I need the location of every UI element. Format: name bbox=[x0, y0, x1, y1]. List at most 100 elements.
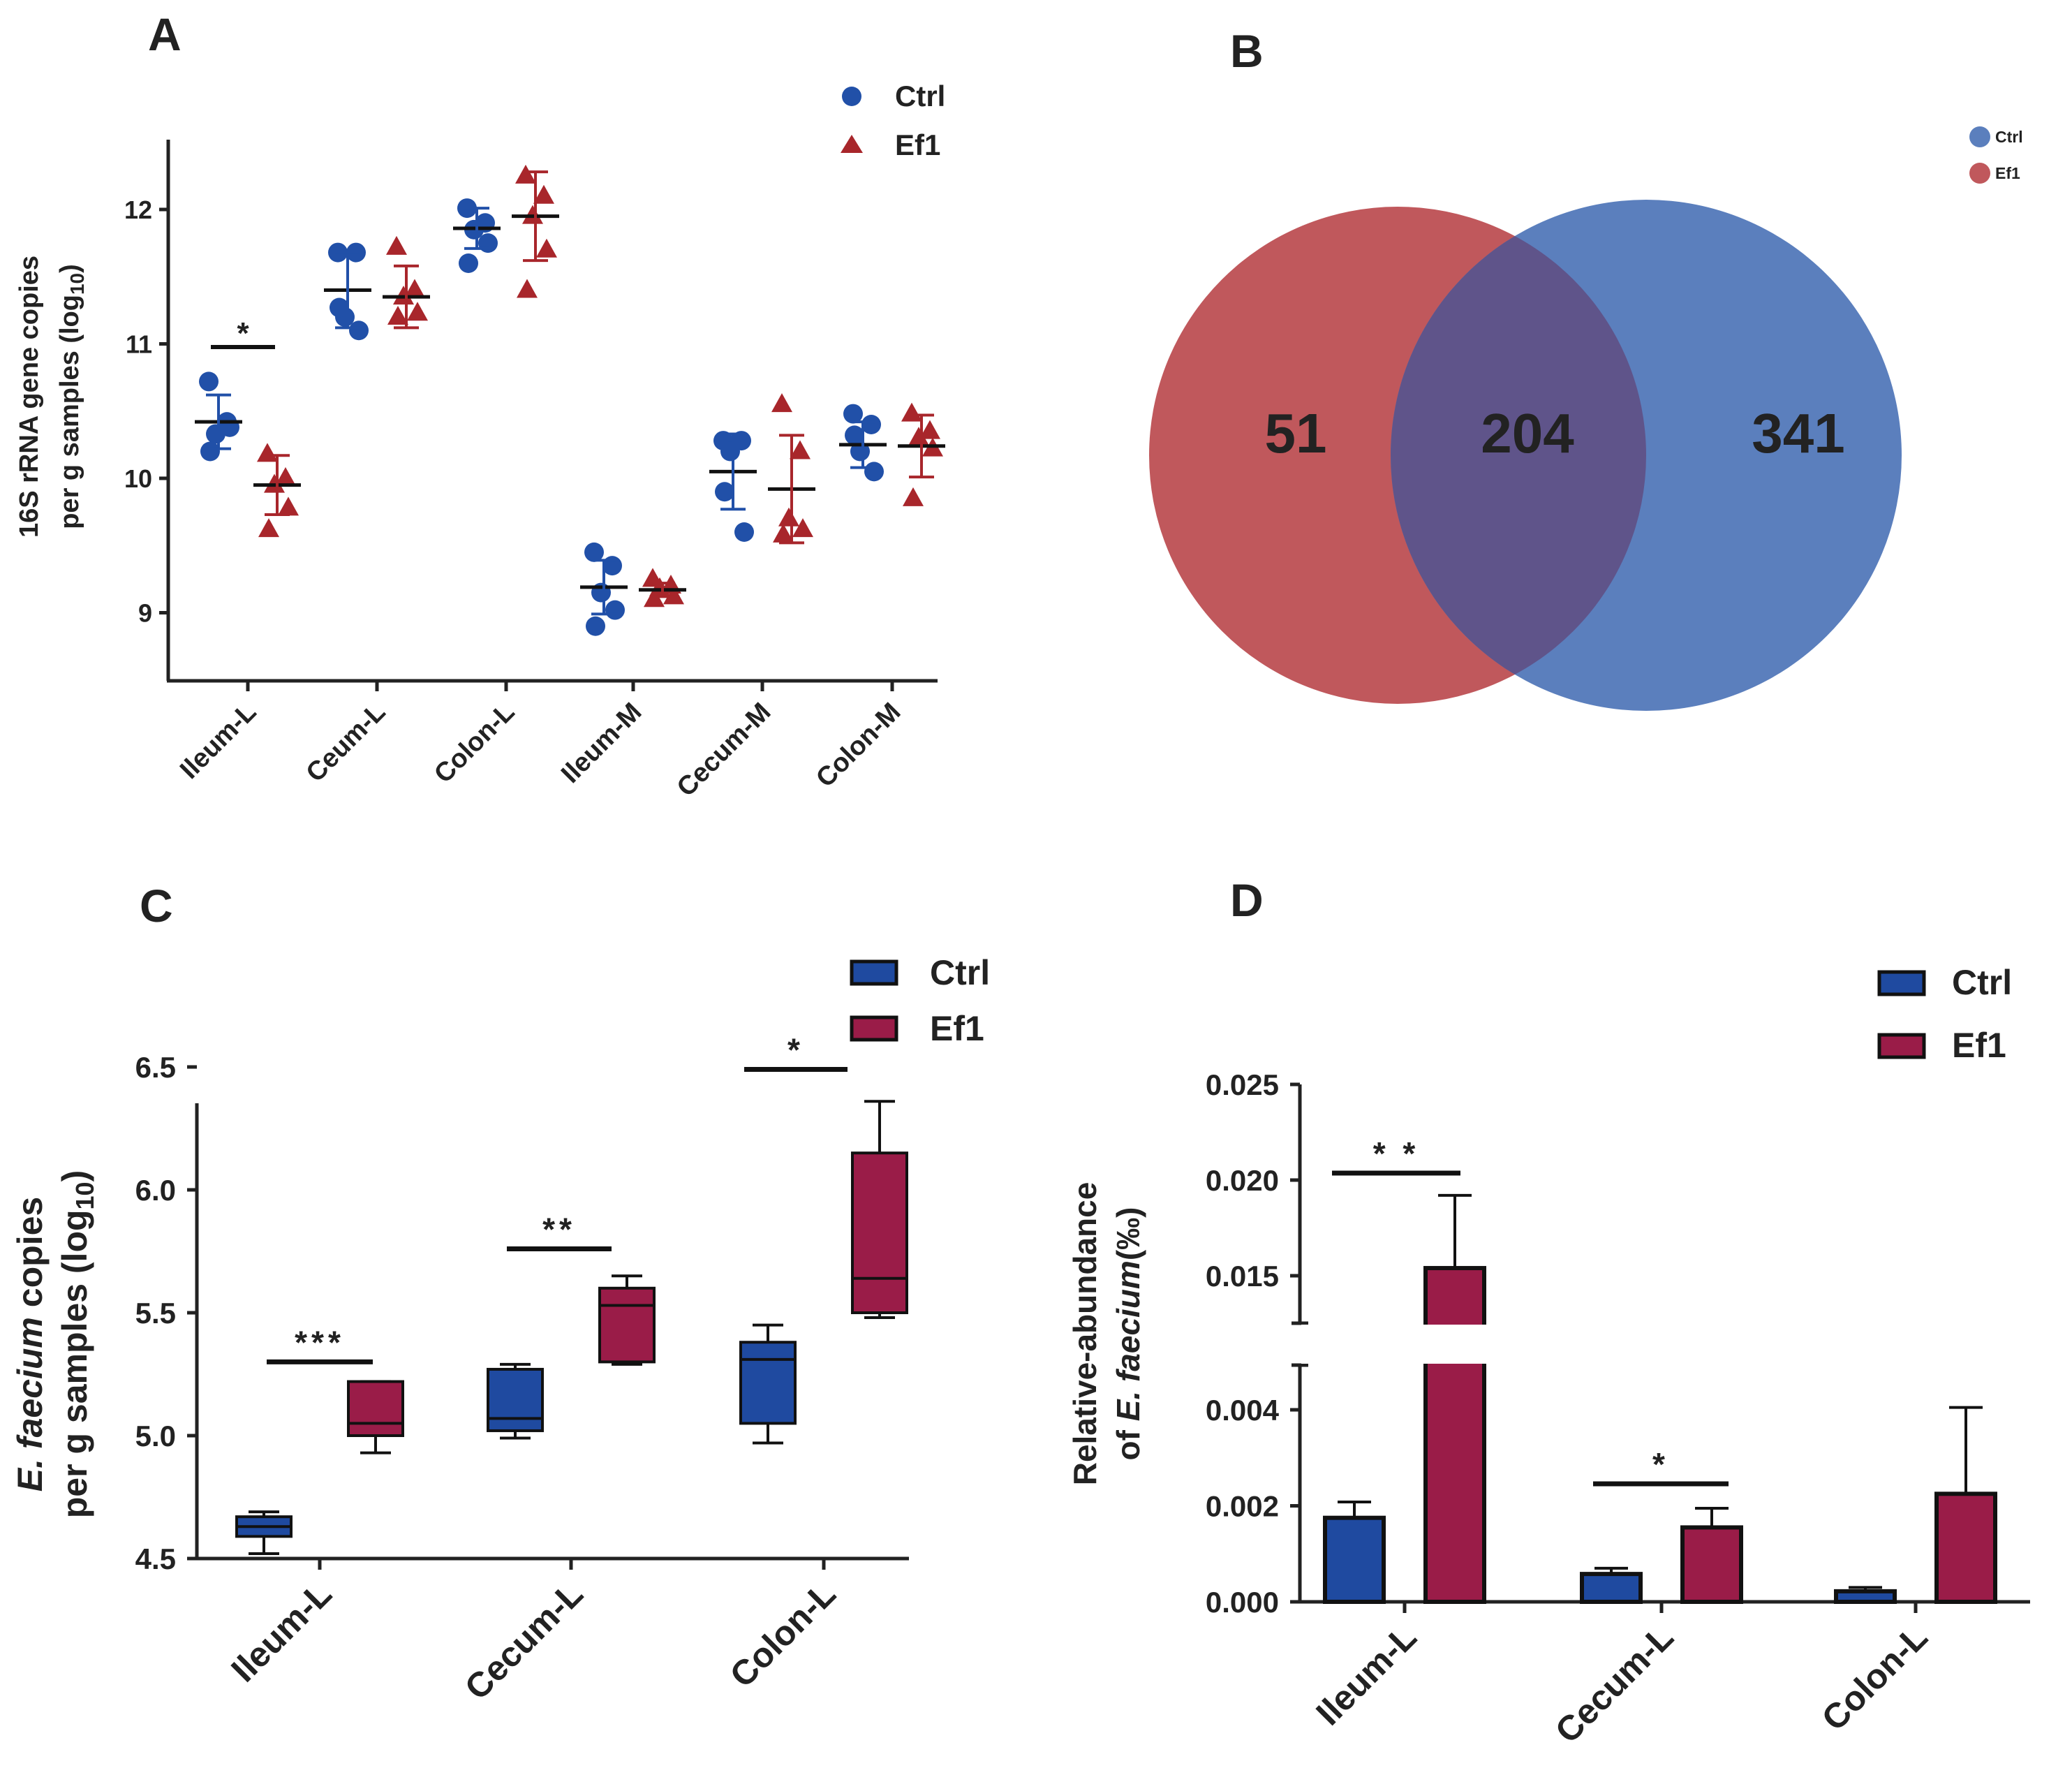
box-ef1 bbox=[347, 1380, 404, 1438]
data-point-ctrl bbox=[349, 321, 369, 341]
data-point-ef1 bbox=[533, 184, 554, 204]
y-tick-label: 0.000 bbox=[1206, 1586, 1279, 1619]
legend-ctrl-label: Ctrl bbox=[930, 953, 990, 992]
data-point-ctrl bbox=[861, 415, 881, 434]
bar-ctrl bbox=[1834, 1589, 1897, 1604]
legend-ctrl-label: Ctrl bbox=[895, 80, 945, 112]
panel-a-legend: Ctrl Ef1 bbox=[841, 80, 945, 161]
data-point-ef1 bbox=[515, 164, 536, 184]
data-point-ctrl bbox=[734, 522, 754, 542]
data-point-ef1 bbox=[404, 279, 425, 298]
data-point-ef1 bbox=[536, 238, 557, 258]
data-point-ef1 bbox=[771, 393, 792, 413]
data-point-ef1 bbox=[908, 427, 929, 446]
data-point-ef1 bbox=[257, 443, 278, 462]
data-point-ctrl bbox=[330, 297, 349, 318]
y-tick-label: 0.004 bbox=[1206, 1394, 1280, 1427]
panel-c-ylabel-line2: per g samples (log10) bbox=[55, 1170, 99, 1518]
data-point-ctrl bbox=[199, 371, 219, 392]
data-point-ef1 bbox=[663, 585, 684, 605]
data-point-ctrl bbox=[602, 556, 622, 576]
data-point-ef1 bbox=[903, 487, 924, 506]
data-point-ef1 bbox=[387, 306, 408, 325]
y-tick-label: 5.5 bbox=[135, 1297, 176, 1330]
panel-d-ylabel-line2: of E. faecium(‰) bbox=[1110, 1207, 1146, 1461]
axis-break-gap bbox=[1301, 1325, 2027, 1364]
legend-ef1-swatch bbox=[1877, 1033, 1926, 1059]
panel-d-ylabel-line1: Relative-abundance bbox=[1067, 1182, 1103, 1486]
venn-ef1-only-count: 51 bbox=[1265, 402, 1327, 464]
y-tick-label: 0.025 bbox=[1206, 1068, 1279, 1101]
legend-ef1-label: Ef1 bbox=[930, 1009, 984, 1048]
legend-ctrl-dot bbox=[1969, 126, 1990, 147]
panel-b-venn: B Ctrl Ef1 51 204 341 bbox=[1149, 25, 2023, 711]
y-tick-label: 0.020 bbox=[1206, 1164, 1279, 1197]
significance-label: *** bbox=[295, 1324, 345, 1360]
data-point-ctrl bbox=[586, 616, 605, 636]
significance-label: * * bbox=[1373, 1135, 1420, 1172]
panel-c-ylabel-line1: E. faecium copies bbox=[10, 1197, 50, 1492]
legend-ef1-label: Ef1 bbox=[1952, 1026, 2006, 1065]
legend-ctrl-label: Ctrl bbox=[1995, 128, 2023, 146]
panel-b-label: B bbox=[1230, 25, 1264, 77]
bar-ef1 bbox=[1680, 1525, 1743, 1604]
y-tick-label: 9 bbox=[138, 599, 152, 628]
bar-ef1 bbox=[1423, 1266, 1486, 1605]
box-ctrl bbox=[487, 1367, 544, 1432]
panel-d-legend: Ctrl Ef1 bbox=[1877, 963, 2012, 1065]
panel-c-legend: Ctrl Ef1 bbox=[850, 953, 990, 1048]
legend-ef1-label: Ef1 bbox=[895, 128, 940, 161]
data-point-ctrl bbox=[584, 542, 604, 562]
legend-ef1-marker bbox=[841, 135, 863, 153]
data-point-ef1 bbox=[275, 467, 296, 486]
data-point-ctrl bbox=[864, 462, 884, 482]
y-tick-label: 6.0 bbox=[135, 1174, 176, 1207]
venn-overlap-region bbox=[1391, 207, 1646, 704]
legend-ctrl-swatch bbox=[1877, 970, 1926, 996]
significance-label: * bbox=[237, 316, 249, 351]
data-point-ef1 bbox=[790, 440, 811, 459]
venn-ctrl-only-count: 341 bbox=[1752, 402, 1844, 464]
significance-label: ** bbox=[542, 1211, 576, 1247]
data-point-ef1 bbox=[792, 518, 813, 538]
data-point-ef1 bbox=[773, 523, 794, 543]
legend-ef1-label: Ef1 bbox=[1995, 164, 2020, 182]
y-tick-label: 0.002 bbox=[1206, 1490, 1279, 1523]
data-point-ctrl bbox=[478, 233, 498, 253]
data-point-ctrl bbox=[845, 425, 864, 445]
y-tick-label: 4.5 bbox=[135, 1542, 176, 1575]
data-point-ef1 bbox=[901, 402, 922, 422]
data-point-ef1 bbox=[778, 507, 799, 526]
data-point-ef1 bbox=[258, 518, 279, 538]
data-point-ef1 bbox=[517, 279, 538, 298]
data-point-ef1 bbox=[386, 235, 407, 255]
panel-a-ylabel-line2: per g samples (log10) bbox=[55, 264, 88, 529]
box-ctrl bbox=[739, 1341, 797, 1425]
data-point-ef1 bbox=[407, 302, 428, 321]
y-tick-label: 10 bbox=[124, 464, 152, 493]
box-ef1 bbox=[851, 1151, 908, 1314]
y-tick-label: 6.5 bbox=[135, 1051, 176, 1084]
panel-d-label: D bbox=[1230, 874, 1264, 926]
panel-a-ylabel-line1: 16S rRNA gene copies bbox=[15, 256, 44, 538]
box-ef1 bbox=[598, 1286, 656, 1364]
data-point-ef1 bbox=[278, 496, 299, 516]
legend-ctrl-label: Ctrl bbox=[1952, 963, 2012, 1002]
data-point-ctrl bbox=[850, 441, 870, 462]
y-tick-label: 5.0 bbox=[135, 1420, 176, 1452]
panel-a-label: A bbox=[148, 8, 182, 60]
venn-overlap-count: 204 bbox=[1481, 402, 1574, 464]
bar-ctrl bbox=[1580, 1572, 1643, 1604]
y-tick-label: 12 bbox=[124, 196, 152, 224]
legend-ctrl-swatch bbox=[850, 959, 898, 986]
legend-ctrl-marker bbox=[842, 87, 861, 106]
panel-b-legend: Ctrl Ef1 bbox=[1969, 126, 2023, 184]
y-tick-label: 11 bbox=[126, 330, 152, 359]
bar-ctrl bbox=[1323, 1515, 1386, 1604]
significance-label: * bbox=[1652, 1446, 1669, 1482]
data-point-ctrl bbox=[459, 253, 478, 273]
data-point-ctrl bbox=[843, 404, 863, 424]
data-point-ef1 bbox=[919, 420, 940, 439]
significance-label: * bbox=[787, 1032, 804, 1068]
